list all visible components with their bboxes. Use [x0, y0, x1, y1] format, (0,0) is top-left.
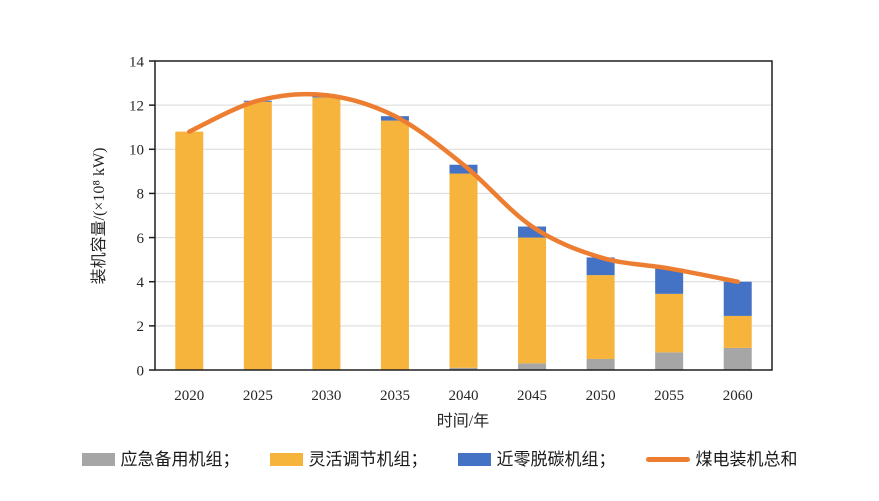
legend-label: 煤电装机总和: [695, 449, 798, 469]
y-tick-label: 10: [129, 143, 144, 159]
plot-area: 0 2 4 6 8 10 12 14 2020 2025 2030 2035 2040 2045 2050 2…: [129, 54, 773, 404]
bar-segment: [586, 257, 615, 276]
legend: 应急备用机组； 灵活调节机组； 近零脱碳机组； 煤电装机总和: [0, 441, 879, 477]
bar-segment: [655, 268, 684, 294]
legend-label: 应急备用机组；: [120, 449, 240, 469]
bar-segment: [312, 97, 341, 371]
legend-label: 灵活调节机组；: [308, 449, 428, 469]
bar-segment: [723, 315, 752, 348]
blue-bar-swatch-icon: [457, 452, 491, 466]
y-tick-label: 4: [137, 275, 145, 291]
bar-segment: [518, 363, 547, 370]
y-tick-label: 8: [137, 187, 145, 203]
bar-segment: [380, 120, 409, 370]
bar-segment: [586, 275, 615, 359]
y-tick-label: 2: [137, 319, 145, 335]
bar-segment: [175, 131, 204, 370]
y-axis-title: 装机容量/(×10⁸ kW): [90, 148, 108, 285]
bar-segment: [655, 293, 684, 353]
bar-segment: [518, 237, 547, 364]
plot-border: [154, 60, 773, 371]
x-tick-label: 2055: [654, 388, 684, 404]
x-tick-label: 2060: [723, 388, 753, 404]
bar-segment: [449, 367, 478, 370]
x-tick-label: 2025: [243, 388, 273, 404]
bar-segment: [449, 173, 478, 368]
bar-segment: [243, 101, 272, 370]
bar-segment: [655, 352, 684, 370]
y-tick-label: 6: [137, 231, 145, 247]
x-tick-label: 2045: [517, 388, 547, 404]
orange-line-swatch-icon: [645, 456, 690, 462]
legend-label: 近零脱碳机组；: [496, 449, 616, 469]
bar-segment: [449, 164, 478, 174]
y-tick-label: 0: [137, 363, 145, 379]
gray-bar-swatch-icon: [81, 452, 115, 466]
x-tick-label: 2030: [311, 388, 341, 404]
bar-segment: [586, 358, 615, 370]
y-tick-label: 14: [129, 54, 145, 70]
legend-item-emergency-backup-units: 应急备用机组；: [81, 449, 240, 469]
x-tick-label: 2035: [380, 388, 410, 404]
legend-item-near-zero-decarbonized-units: 近零脱碳机组；: [457, 449, 616, 469]
yellow-bar-swatch-icon: [269, 452, 303, 466]
legend-item-flexible-regulation-units: 灵活调节机组；: [269, 449, 428, 469]
bar-segment: [518, 226, 547, 238]
y-tick-label: 12: [129, 98, 144, 114]
total-line: [187, 91, 740, 284]
x-tick-label: 2020: [174, 388, 204, 404]
bar-segment: [723, 347, 752, 370]
x-axis-title: 时间/年: [437, 412, 489, 430]
legend-item-coal-power-total: 煤电装机总和: [645, 449, 798, 469]
x-tick-label: 2040: [449, 388, 479, 404]
bar-segment: [723, 281, 752, 316]
x-tick-label: 2050: [586, 388, 616, 404]
